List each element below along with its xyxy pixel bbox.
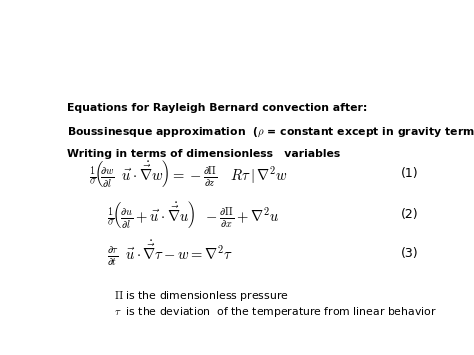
Text: Equations for Rayleigh Bernard convection after:: Equations for Rayleigh Bernard convectio… [66, 103, 367, 113]
Text: (2): (2) [401, 208, 419, 221]
Text: (1): (1) [401, 167, 419, 180]
Text: $\frac{\partial\tau}{\partial t}\;\;\vec{u}\cdot\dot{\vec{\nabla}}\tau-w=\nabla^: $\frac{\partial\tau}{\partial t}\;\;\vec… [107, 239, 233, 268]
Text: (3): (3) [401, 247, 419, 260]
Text: Boussinesque approximation  ($\rho$ = constant except in gravity term): Boussinesque approximation ($\rho$ = con… [66, 126, 474, 139]
Text: $\Pi$ is the dimensionless pressure: $\Pi$ is the dimensionless pressure [114, 289, 289, 302]
Text: $\frac{1}{\sigma}\!\left(\!\frac{\partial w}{\partial l}\;\;\vec{u}\cdot\dot{\ve: $\frac{1}{\sigma}\!\left(\!\frac{\partia… [89, 158, 287, 189]
Text: $\frac{1}{\sigma}\!\left(\frac{\partial u}{\partial l}+\vec{u}\cdot\dot{\vec{\na: $\frac{1}{\sigma}\!\left(\frac{\partial … [107, 199, 279, 230]
Text: Writing in terms of dimensionless   variables: Writing in terms of dimensionless variab… [66, 149, 340, 159]
Text: $\tau$  is the deviation  of the temperature from linear behavior: $\tau$ is the deviation of the temperatu… [114, 305, 437, 319]
